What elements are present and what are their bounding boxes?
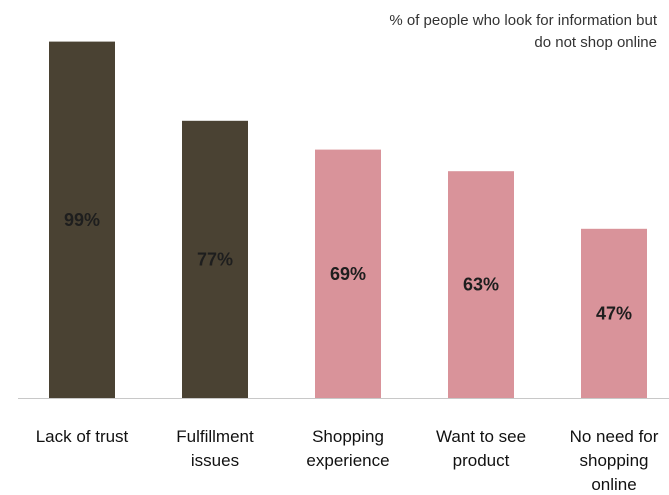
x-tick-label-line: online — [591, 475, 636, 494]
bar-value-label-3: 69% — [330, 264, 366, 284]
x-tick-label-line: shopping — [579, 451, 648, 470]
bar-3 — [315, 149, 381, 398]
x-tick-label-3: Shopping experience — [306, 427, 389, 470]
bar-value-label-5: 47% — [596, 303, 632, 323]
bar-5 — [581, 228, 647, 398]
annotation-line-1: % of people who look for information but — [389, 12, 657, 29]
x-tick-label-line: No need for — [570, 427, 659, 446]
x-tick-label-1: Lack of trust — [36, 427, 129, 446]
x-tick-label-line: Lack of trust — [36, 427, 129, 446]
x-tick-label-line: product — [453, 451, 510, 470]
chart-annotation: % of people who look for information but… — [327, 10, 657, 54]
x-tick-label-line: Fulfillment — [176, 427, 254, 446]
bar-value-label-4: 63% — [463, 275, 499, 295]
bar-1 — [49, 41, 115, 398]
x-tick-label-2: Fulfillment issues — [176, 427, 254, 470]
x-tick-label-4: Want to see product — [436, 427, 526, 470]
bar-value-label-2: 77% — [197, 249, 233, 269]
x-tick-label-line: issues — [191, 451, 239, 470]
x-tick-label-line: Shopping — [312, 427, 384, 446]
x-tick-label-5: No need for shopping online — [570, 427, 659, 494]
bar-2 — [182, 120, 248, 399]
x-tick-label-line: experience — [306, 451, 389, 470]
annotation-line-2: do not shop online — [534, 34, 657, 51]
bar-value-label-1: 99% — [64, 210, 100, 230]
x-tick-label-line: Want to see — [436, 427, 526, 446]
bar-4 — [448, 171, 514, 398]
